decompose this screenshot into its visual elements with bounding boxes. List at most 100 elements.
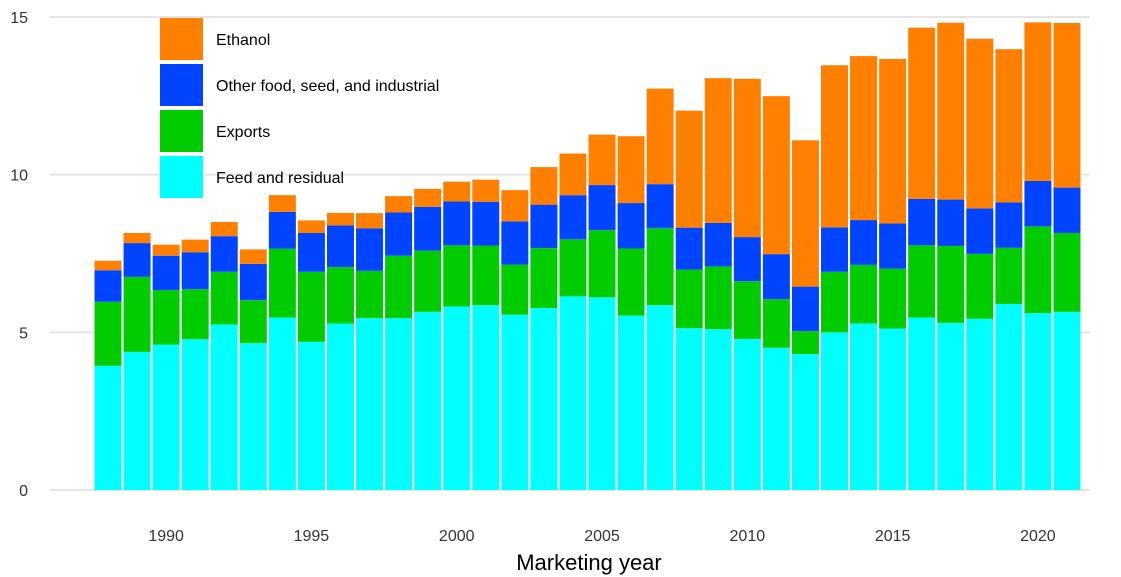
bar-segment-exports-2003 bbox=[530, 248, 558, 309]
bar-segment-ethanol-2015 bbox=[879, 58, 907, 224]
bar-segment-other-food-seed-and-industrial-2000 bbox=[443, 201, 471, 246]
bar-segment-other-food-seed-and-industrial-2009 bbox=[704, 222, 732, 267]
bar-segment-exports-2009 bbox=[704, 266, 732, 330]
bar-segment-other-food-seed-and-industrial-2019 bbox=[995, 202, 1023, 248]
bar-segment-exports-2015 bbox=[879, 268, 907, 329]
bar-segment-ethanol-2021 bbox=[1053, 22, 1081, 188]
bar-segment-ethanol-2002 bbox=[501, 190, 529, 222]
bar-segment-other-food-seed-and-industrial-2021 bbox=[1053, 187, 1081, 234]
legend-label: Exports bbox=[216, 124, 270, 141]
bar-segment-ethanol-2017 bbox=[937, 22, 965, 200]
bar-segment-exports-2014 bbox=[850, 264, 878, 324]
x-tick-label: 2010 bbox=[730, 528, 766, 545]
bar-segment-feed-and-residual-1999 bbox=[414, 311, 442, 490]
legend-label: Feed and residual bbox=[216, 170, 344, 187]
bar-segment-exports-2019 bbox=[995, 247, 1023, 304]
legend-swatch bbox=[160, 18, 203, 60]
bar-segment-ethanol-2004 bbox=[559, 153, 587, 196]
bars bbox=[94, 22, 1081, 490]
bar-segment-feed-and-residual-1988 bbox=[94, 365, 122, 490]
bar-segment-other-food-seed-and-industrial-2006 bbox=[617, 203, 645, 249]
bar-segment-other-food-seed-and-industrial-2013 bbox=[821, 227, 848, 272]
bar-segment-other-food-seed-and-industrial-1995 bbox=[297, 233, 325, 272]
bar-segment-other-food-seed-and-industrial-2017 bbox=[937, 199, 965, 246]
bar-segment-feed-and-residual-2004 bbox=[559, 296, 587, 490]
bar-segment-feed-and-residual-1998 bbox=[385, 318, 413, 490]
y-tick-label: 15 bbox=[10, 10, 28, 27]
bar-segment-ethanol-1994 bbox=[268, 195, 296, 212]
bar-segment-feed-and-residual-1992 bbox=[210, 324, 238, 490]
bar-segment-other-food-seed-and-industrial-1991 bbox=[181, 252, 209, 290]
bar-segment-exports-2013 bbox=[821, 271, 848, 333]
bar-segment-exports-1997 bbox=[356, 270, 384, 319]
bar-segment-feed-and-residual-2019 bbox=[995, 303, 1023, 490]
legend-swatch bbox=[160, 156, 203, 198]
bar-segment-ethanol-2000 bbox=[443, 181, 471, 202]
legend-swatch bbox=[160, 110, 203, 152]
bar-segment-exports-2012 bbox=[791, 331, 819, 355]
bar-segment-other-food-seed-and-industrial-2003 bbox=[530, 204, 558, 249]
bar-segment-other-food-seed-and-industrial-2011 bbox=[762, 254, 790, 300]
bar-segment-ethanol-1995 bbox=[297, 220, 325, 233]
bar-segment-exports-1999 bbox=[414, 250, 442, 312]
bar-segment-ethanol-2006 bbox=[617, 136, 645, 204]
bar-segment-exports-2016 bbox=[908, 245, 936, 318]
bar-segment-feed-and-residual-1989 bbox=[123, 351, 151, 490]
bar-segment-other-food-seed-and-industrial-2008 bbox=[675, 227, 703, 270]
bar-segment-exports-2020 bbox=[1024, 226, 1052, 314]
bar-segment-other-food-seed-and-industrial-2018 bbox=[966, 208, 994, 254]
bar-segment-exports-1998 bbox=[385, 255, 413, 319]
bar-segment-other-food-seed-and-industrial-2010 bbox=[733, 237, 761, 282]
x-axis: 1990 1995 2000 2005 2010 2015 2020 bbox=[148, 528, 1055, 545]
bar-segment-exports-1988 bbox=[94, 301, 122, 366]
bar-segment-exports-1994 bbox=[268, 248, 296, 318]
bar-segment-ethanol-2003 bbox=[530, 167, 558, 205]
bar-segment-exports-2002 bbox=[501, 264, 529, 315]
x-tick-label: 2000 bbox=[439, 528, 475, 545]
bar-segment-ethanol-2020 bbox=[1024, 22, 1052, 181]
bar-segment-ethanol-2007 bbox=[646, 88, 674, 185]
bar-segment-ethanol-2010 bbox=[733, 78, 761, 238]
bar-segment-exports-1995 bbox=[297, 271, 325, 342]
bar-segment-feed-and-residual-2002 bbox=[501, 314, 529, 490]
bar-segment-feed-and-residual-1990 bbox=[152, 344, 180, 490]
bar-segment-exports-2006 bbox=[617, 248, 645, 316]
x-tick-label: 1995 bbox=[294, 528, 330, 545]
bar-segment-ethanol-2001 bbox=[472, 179, 500, 202]
bar-segment-feed-and-residual-2011 bbox=[762, 347, 790, 490]
bar-segment-feed-and-residual-2021 bbox=[1053, 311, 1081, 490]
bar-segment-feed-and-residual-2007 bbox=[646, 305, 674, 490]
bar-segment-other-food-seed-and-industrial-2007 bbox=[646, 184, 674, 229]
bar-segment-feed-and-residual-1997 bbox=[356, 318, 384, 490]
bar-segment-other-food-seed-and-industrial-1989 bbox=[123, 243, 151, 277]
bar-segment-ethanol-1993 bbox=[239, 249, 267, 264]
legend-label: Other food, seed, and industrial bbox=[216, 78, 439, 95]
bar-segment-exports-1990 bbox=[152, 290, 180, 345]
bar-segment-exports-2010 bbox=[733, 281, 761, 339]
bar-segment-exports-2004 bbox=[559, 239, 587, 297]
legend-swatch bbox=[160, 64, 203, 106]
bar-segment-feed-and-residual-1995 bbox=[297, 341, 325, 490]
bar-segment-exports-2021 bbox=[1053, 233, 1081, 312]
legend: Ethanol Other food, seed, and industrial E… bbox=[160, 18, 439, 198]
y-tick-label: 5 bbox=[19, 325, 28, 342]
x-axis-title: Marketing year bbox=[516, 550, 662, 575]
bar-segment-other-food-seed-and-industrial-2016 bbox=[908, 198, 936, 246]
bar-segment-ethanol-2009 bbox=[704, 78, 732, 223]
bar-segment-feed-and-residual-2001 bbox=[472, 305, 500, 490]
bar-segment-other-food-seed-and-industrial-2002 bbox=[501, 221, 529, 265]
bar-segment-feed-and-residual-2005 bbox=[588, 297, 616, 490]
bar-segment-ethanol-1988 bbox=[94, 260, 122, 271]
bar-segment-exports-2011 bbox=[762, 299, 790, 348]
bar-segment-exports-1993 bbox=[239, 300, 267, 344]
legend-label: Ethanol bbox=[216, 32, 270, 49]
bar-segment-other-food-seed-and-industrial-1997 bbox=[356, 228, 384, 271]
bar-segment-feed-and-residual-1996 bbox=[326, 323, 354, 490]
bar-segment-feed-and-residual-2018 bbox=[966, 318, 994, 490]
x-tick-label: 1990 bbox=[148, 528, 184, 545]
bar-segment-feed-and-residual-2016 bbox=[908, 317, 936, 490]
bar-segment-exports-2000 bbox=[443, 245, 471, 307]
bar-segment-ethanol-2014 bbox=[850, 56, 878, 221]
bar-segment-ethanol-2019 bbox=[995, 49, 1023, 203]
